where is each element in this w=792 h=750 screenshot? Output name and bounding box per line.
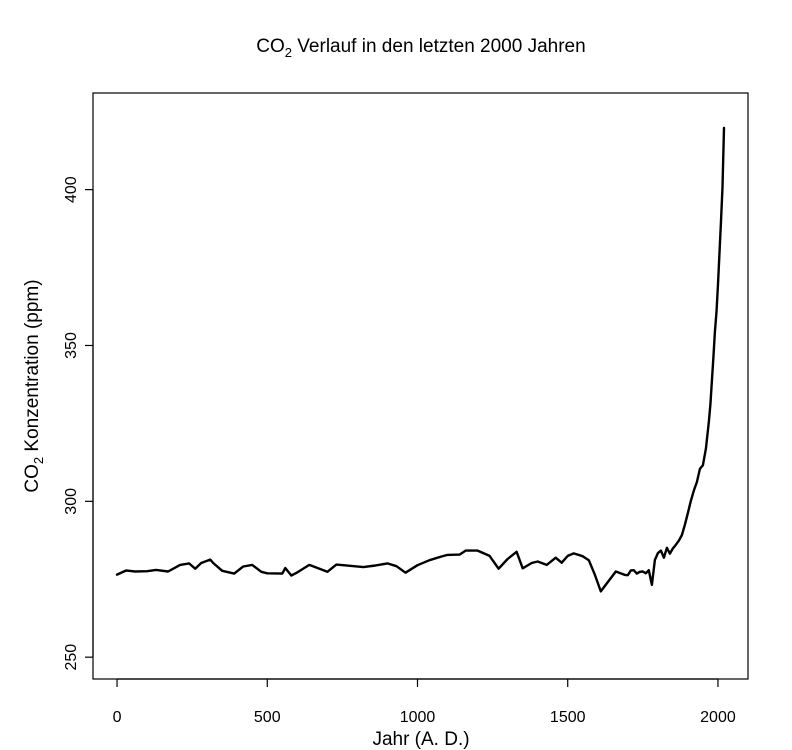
x-tick-label: 2000: [700, 709, 736, 726]
x-axis-label: Jahr (A. D.): [372, 729, 469, 750]
y-tick-label: 350: [63, 332, 80, 359]
x-axis: 0 500 1000 1500 2000: [113, 678, 736, 726]
y-axis: 250 300 350 400: [63, 176, 94, 671]
y-tick-label: 300: [63, 488, 80, 515]
chart-title: CO2 Verlauf in den letzten 2000 Jahren: [256, 36, 585, 60]
y-tick-label: 400: [63, 176, 80, 203]
x-tick-label: 500: [254, 709, 281, 726]
plot-frame: [92, 92, 749, 680]
y-axis-label: CO2 Konzentration (ppm): [22, 279, 46, 492]
x-tick-label: 1000: [400, 709, 436, 726]
x-tick-label: 0: [113, 709, 122, 726]
co2-series-line: [115, 126, 726, 593]
x-tick-label: 1500: [550, 709, 586, 726]
y-tick-label: 250: [63, 644, 80, 671]
